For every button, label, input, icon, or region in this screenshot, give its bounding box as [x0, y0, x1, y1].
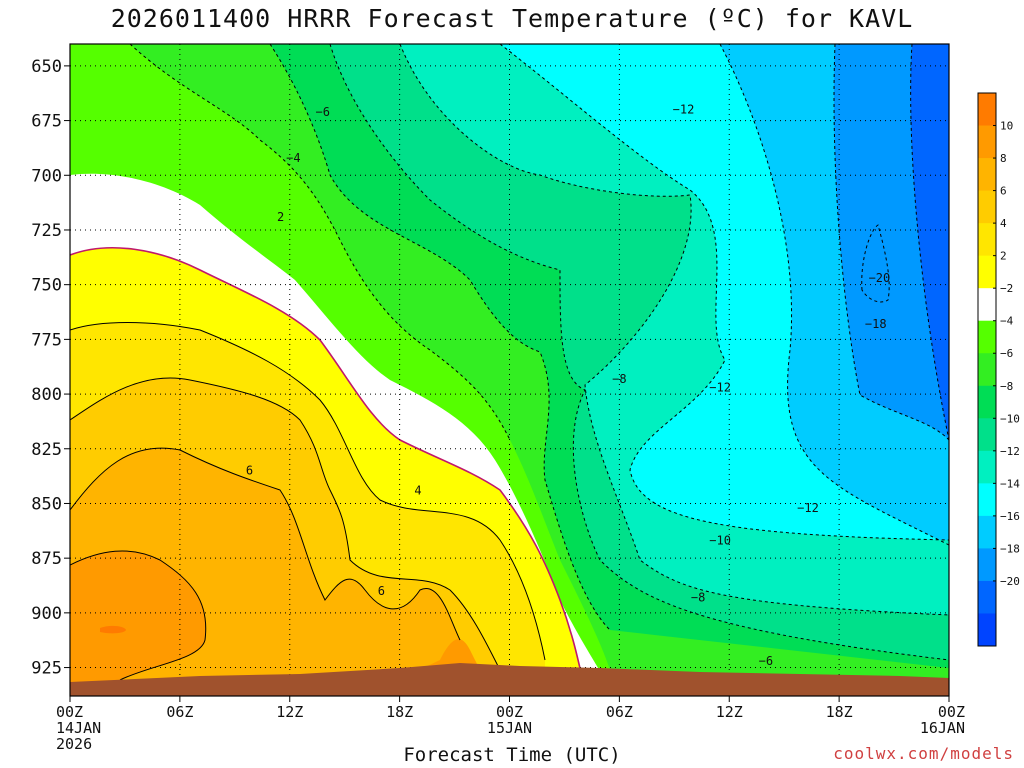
colorbar-swatch [978, 223, 996, 257]
x-tick-label: 12Z [276, 703, 303, 721]
colorbar-label: −14 [1000, 477, 1020, 490]
colorbar-frame [977, 92, 997, 647]
y-tick-label: 875 [31, 549, 62, 569]
x-tick-label: 00Z [496, 703, 523, 721]
colorbar-swatch [978, 483, 996, 517]
colorbar-label: −4 [1000, 315, 1014, 328]
x-tick-label: 06Z [606, 703, 633, 721]
contour-label: 4 [414, 483, 421, 497]
contour-label: −8 [612, 372, 626, 386]
freezing-line [70, 246, 586, 691]
colorbar-swatch [978, 158, 996, 192]
contour-label: −4 [286, 151, 300, 165]
contour-label: 6 [246, 464, 253, 478]
x-tick-label: 00Z [56, 703, 83, 721]
y-tick-label: 650 [31, 57, 62, 77]
colorbar-swatch [978, 450, 996, 484]
x-axis-title: Forecast Time (UTC) [403, 744, 621, 766]
colorbar-swatch [978, 548, 996, 582]
contour-label: −6 [759, 654, 773, 668]
contour-label: −12 [709, 381, 731, 395]
colorbar-swatch [978, 125, 996, 159]
contour-label: −6 [315, 105, 329, 119]
x-tick-label: 14JAN [56, 719, 101, 737]
contour-label: −12 [673, 103, 695, 117]
negative-contours [129, 44, 949, 661]
colorbar-label: −12 [1000, 445, 1020, 458]
colorbar-label: 4 [1000, 217, 1007, 230]
x-tick-label: 2026 [56, 735, 92, 753]
colorbar-swatch [978, 288, 996, 322]
colorbar-label: 6 [1000, 185, 1007, 198]
colorbar-swatch [978, 190, 996, 224]
colorbar-swatch [978, 353, 996, 387]
colorbar-swatch [978, 255, 996, 289]
contour-label: 6 [378, 584, 385, 598]
y-tick-label: 725 [31, 221, 62, 241]
contour-label: −12 [797, 501, 819, 515]
x-tick-label: 18Z [826, 703, 853, 721]
plot-area [70, 44, 949, 696]
colorbar-swatch [978, 93, 996, 127]
colorbar-swatch [978, 320, 996, 354]
positive-contours [70, 322, 546, 681]
y-tick-label: 850 [31, 494, 62, 514]
colorbar-label: −10 [1000, 412, 1020, 425]
contour-label: −18 [865, 317, 887, 331]
colorbar-label: 2 [1000, 250, 1007, 263]
y-tick-label: 750 [31, 276, 62, 296]
y-tick-label: 775 [31, 330, 62, 350]
colorbar-label: −6 [1000, 347, 1013, 360]
colorbar-swatch [978, 418, 996, 452]
colorbar-swatch [978, 580, 996, 614]
band-plus-10-core [100, 625, 126, 634]
y-axis: 650 675 700 725 750 775 800 825 850 875 900 925 [31, 57, 70, 679]
y-tick-label: 675 [31, 112, 62, 132]
band-plus-10 [70, 550, 495, 696]
grid-lines [70, 44, 949, 696]
contour-label: −20 [869, 271, 891, 285]
colorbar-label: −8 [1000, 380, 1013, 393]
colorbar: 10 8 6 4 2 −2 −4 −6 −8 −10 −12 −14 −16 −18 −20 [977, 92, 1020, 647]
colorbar-label: 8 [1000, 152, 1007, 165]
y-tick-label: 700 [31, 166, 62, 186]
colorbar-swatch [978, 385, 996, 419]
x-tick-label: 18Z [386, 703, 413, 721]
colorbar-label: −16 [1000, 510, 1020, 523]
credit-text: coolwx.com/models [833, 744, 1014, 763]
terrain [70, 663, 949, 696]
y-tick-label: 800 [31, 385, 62, 405]
contour-label: −8 [691, 591, 705, 605]
colorbar-label: −2 [1000, 282, 1013, 295]
x-tick-label: 12Z [716, 703, 743, 721]
contour-label: 2 [277, 210, 284, 224]
colorbar-label: −20 [1000, 575, 1020, 588]
y-tick-label: 900 [31, 604, 62, 624]
colorbar-swatch [978, 515, 996, 549]
contour-labels: −6 −4 2 6 4 6 −12 −8 −12 −20 −18 −12 −10 −8 −6 [246, 103, 891, 668]
y-tick-label: 825 [31, 440, 62, 460]
contour-label: −10 [709, 534, 731, 548]
y-tick-label: 925 [31, 659, 62, 679]
x-tick-label: 06Z [166, 703, 193, 721]
x-tick-label: 15JAN [487, 719, 532, 737]
x-tick-label: 16JAN [920, 719, 965, 737]
chart-title: 2026011400 HRRR Forecast Temperature (ºC… [110, 4, 914, 33]
x-tick-label: 00Z [938, 703, 965, 721]
colorbar-label: 10 [1000, 120, 1013, 133]
colorbar-label: −18 [1000, 542, 1020, 555]
colorbar-swatch [978, 613, 996, 647]
